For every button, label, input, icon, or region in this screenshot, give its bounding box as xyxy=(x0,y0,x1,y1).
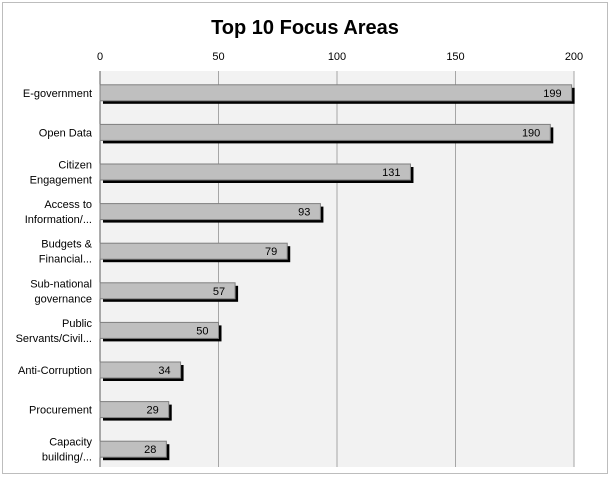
category-label: Access to Information/... xyxy=(25,199,92,226)
category-label: E-government xyxy=(23,88,92,100)
value-labels: 199 190 131 93 79 57 50 34 29 28 xyxy=(144,88,562,456)
value-label: 199 xyxy=(543,88,561,100)
x-tick-label: 100 xyxy=(328,51,346,63)
value-label: 57 xyxy=(213,286,225,298)
category-label: Sub-national governance xyxy=(30,278,92,305)
bar xyxy=(99,84,573,102)
category-label: Anti-Corruption xyxy=(18,365,92,377)
x-tick-label: 0 xyxy=(97,51,103,63)
value-label: 29 xyxy=(146,405,158,417)
value-label: 34 xyxy=(158,365,170,377)
category-labels: E-government Open Data Citizen Engagement Ac… xyxy=(16,88,93,464)
bar xyxy=(99,440,167,458)
bar xyxy=(99,401,170,419)
bar xyxy=(99,282,236,300)
x-tick-label: 200 xyxy=(565,51,583,63)
category-label: Capacity building/... xyxy=(42,437,93,464)
value-label: 50 xyxy=(196,325,208,337)
bars xyxy=(99,84,575,461)
bar xyxy=(99,242,288,260)
value-label: 190 xyxy=(522,127,540,139)
category-label: Citizen Engagement xyxy=(30,160,92,187)
value-label: 131 xyxy=(382,167,400,179)
x-tick-label: 50 xyxy=(212,51,224,63)
value-label: 93 xyxy=(298,207,310,219)
category-label: Procurement xyxy=(29,405,92,417)
x-axis-ticks: 0 50 100 150 200 xyxy=(97,51,583,63)
bar xyxy=(99,203,321,221)
bar xyxy=(99,321,219,339)
value-label: 79 xyxy=(265,246,277,258)
bar xyxy=(99,163,411,181)
bar xyxy=(99,361,182,379)
chart-title: Top 10 Focus Areas xyxy=(211,17,399,39)
value-label: 28 xyxy=(144,444,156,456)
category-label: Budgets & Financial... xyxy=(39,239,93,266)
category-label: Open Data xyxy=(39,127,93,139)
category-label: Public Servants/Civil... xyxy=(16,318,93,345)
bar xyxy=(99,123,551,141)
x-tick-label: 150 xyxy=(446,51,464,63)
